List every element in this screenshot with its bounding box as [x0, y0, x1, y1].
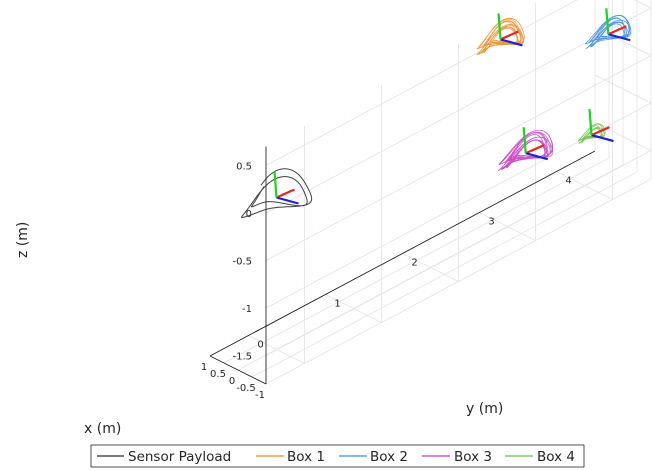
x-tick-label: 0: [229, 376, 235, 387]
frame-y-axis: [608, 33, 631, 42]
grid-line: [594, 74, 652, 104]
legend-box: [90, 444, 585, 468]
frame-z-axis: [273, 171, 278, 198]
z-axis-label: z (m): [15, 222, 31, 258]
grid-line: [265, 150, 652, 356]
z-tick-label: 0.5: [236, 162, 252, 173]
frame-x-axis: [276, 188, 295, 199]
frame-z-axis: [588, 109, 593, 136]
grid-line: [594, 122, 652, 151]
legend-label-box-1: Box 1: [287, 449, 325, 465]
z-tick-label: -1: [242, 304, 252, 315]
frame-x-axis: [591, 126, 610, 137]
series-line-box-3: [497, 129, 554, 172]
frame-z-axis: [605, 8, 610, 35]
y-tick-label: 0: [257, 340, 263, 351]
frame-z-axis: [497, 13, 502, 40]
frame-z-axis: [522, 127, 527, 154]
legend-label-box-2: Box 2: [370, 449, 408, 465]
legend: Sensor Payload Box 1 Box 2 Box 3 Box 4: [90, 444, 585, 468]
legend-label-box-4: Box 4: [537, 449, 575, 465]
z-tick-label: -0.5: [232, 257, 252, 268]
z-tick-label: 0: [246, 209, 252, 220]
z-tick-label: -1.5: [232, 352, 252, 363]
frame-x-axis: [525, 144, 545, 155]
frame-y-axis: [591, 134, 614, 143]
series-line-box-2: [585, 14, 632, 49]
grid-line: [265, 0, 578, 166]
frame-y-axis: [525, 152, 548, 161]
y-axis-label: y (m): [466, 401, 503, 417]
frame-x-axis: [607, 25, 627, 36]
series-line-box-4: [577, 123, 606, 144]
x-tick-label: -1: [255, 390, 265, 401]
y-axis-line: [209, 150, 596, 357]
coordinate-frames: [273, 8, 631, 205]
x-axis-line: [209, 355, 267, 385]
grid-line: [265, 55, 652, 261]
grid-line: [634, 0, 652, 9]
y-tick-label: 3: [488, 217, 494, 228]
data-series: [241, 14, 632, 218]
frame-x-axis: [500, 30, 519, 41]
y-tick-label: 4: [565, 176, 571, 187]
y-tick-label: 1: [334, 299, 340, 310]
series-line-sensor-payload: [241, 168, 313, 218]
x-tick-label: -0.5: [236, 383, 256, 394]
legend-label-box-3: Box 3: [454, 449, 492, 465]
x-tick-label: 1: [201, 362, 207, 373]
grid-lines: [209, 0, 652, 385]
x-tick-label: 0.5: [210, 369, 226, 380]
frame-y-axis: [500, 38, 523, 47]
x-axis-label: x (m): [84, 421, 121, 437]
series-line-box-1: [476, 17, 525, 56]
y-tick-label: 2: [411, 258, 417, 269]
frame-y-axis: [276, 196, 299, 205]
legend-label-sensor-payload: Sensor Payload: [128, 449, 231, 465]
